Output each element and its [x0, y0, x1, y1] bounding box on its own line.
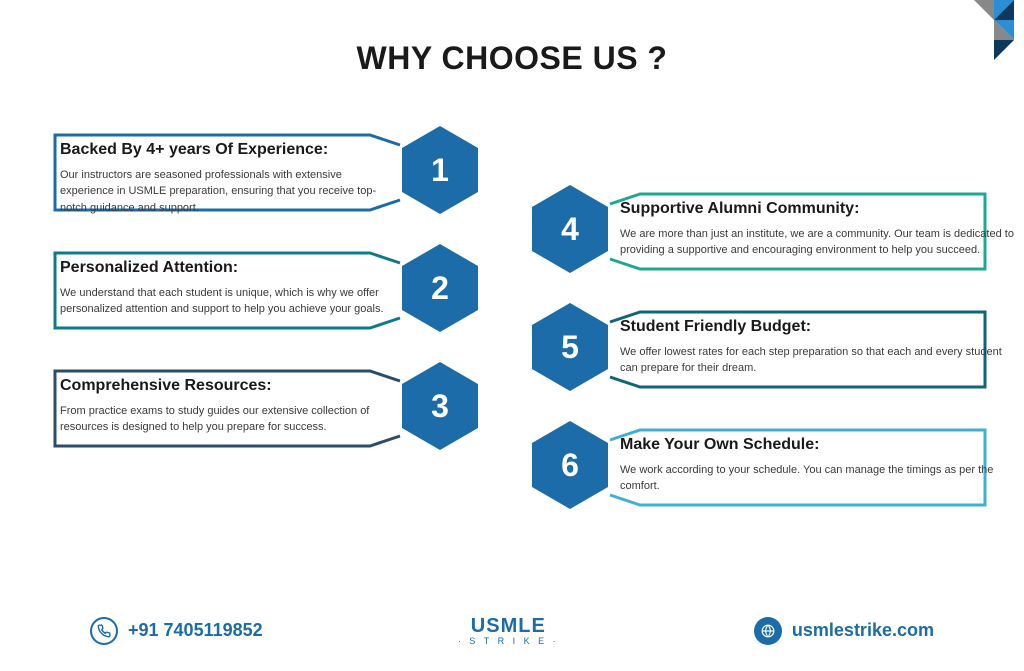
hexagon-2: 2 — [400, 243, 480, 333]
feature-desc: Our instructors are seasoned professiona… — [60, 167, 390, 217]
hex-number: 2 — [431, 270, 449, 307]
hexagon-3: 3 — [400, 361, 480, 451]
hexagon-5: 5 — [530, 302, 610, 392]
feature-desc: We are more than just an institute, we a… — [620, 226, 1020, 259]
hexagon-6: 6 — [530, 420, 610, 510]
website-text: usmlestrike.com — [792, 620, 934, 641]
feature-title: Make Your Own Schedule: — [620, 435, 1020, 456]
feature-item-right-3: Make Your Own Schedule: We work according… — [620, 435, 1020, 495]
logo-main-text: USMLE — [471, 615, 546, 638]
feature-desc: We offer lowest rates for each step prep… — [620, 344, 1020, 377]
hex-number: 4 — [561, 211, 579, 248]
phone-text: +91 7405119852 — [128, 620, 263, 641]
feature-item-right-1: Supportive Alumni Community: We are more … — [620, 199, 1020, 259]
footer-logo: USMLE · S T R I K E · — [458, 615, 559, 646]
feature-title: Personalized Attention: — [60, 258, 390, 279]
feature-title: Supportive Alumni Community: — [620, 199, 1020, 220]
footer-website: usmlestrike.com — [754, 617, 934, 645]
feature-item-right-2: Student Friendly Budget: We offer lowest … — [620, 317, 1020, 377]
page-title: WHY CHOOSE US ? — [0, 40, 1024, 77]
hex-number: 3 — [431, 388, 449, 425]
feature-item-left-2: Personalized Attention: We understand tha… — [60, 258, 390, 318]
feature-item-left-3: Comprehensive Resources: From practice ex… — [60, 376, 390, 436]
feature-desc: We understand that each student is uniqu… — [60, 285, 390, 318]
hex-number: 6 — [561, 447, 579, 484]
hexagon-1: 1 — [400, 125, 480, 215]
globe-icon — [754, 617, 782, 645]
phone-icon — [90, 617, 118, 645]
feature-desc: We work according to your schedule. You … — [620, 462, 1020, 495]
feature-title: Backed By 4+ years Of Experience: — [60, 140, 390, 161]
feature-title: Student Friendly Budget: — [620, 317, 1020, 338]
hex-number: 5 — [561, 329, 579, 366]
feature-desc: From practice exams to study guides our … — [60, 403, 390, 436]
hex-number: 1 — [431, 152, 449, 189]
footer-phone: +91 7405119852 — [90, 617, 263, 645]
footer: +91 7405119852 USMLE · S T R I K E · usm… — [0, 615, 1024, 646]
feature-item-left-1: Backed By 4+ years Of Experience: Our ins… — [60, 140, 390, 216]
feature-title: Comprehensive Resources: — [60, 376, 390, 397]
logo-sub-text: · S T R I K E · — [458, 636, 559, 646]
hexagon-4: 4 — [530, 184, 610, 274]
